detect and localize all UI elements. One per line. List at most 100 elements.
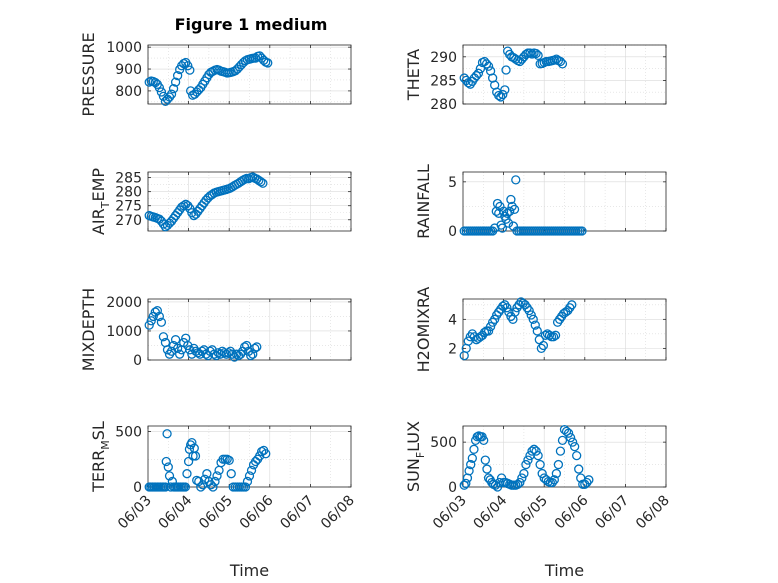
data-point: [563, 428, 574, 438]
data-point: [154, 82, 165, 93]
data-point: [549, 475, 559, 485]
data-point: [164, 471, 175, 481]
panel-sun-flux: 0 500 06/03 06/04 06/05 06/06 06/07 06/08 Time SU…: [404, 421, 673, 580]
data-point: [514, 300, 524, 310]
x-tick-label: 06/06: [237, 492, 277, 532]
data-point: [529, 444, 539, 454]
data-point: [565, 303, 575, 313]
data-point: [509, 204, 520, 215]
data-point: [506, 194, 516, 205]
data-point: [532, 326, 542, 336]
data-point: [158, 219, 169, 229]
y-axis-label: H2OMIXRA: [414, 287, 433, 373]
y-tick-label: 275: [115, 199, 142, 215]
data-point: [156, 87, 167, 97]
data-point: [490, 314, 500, 324]
data-point: [164, 92, 175, 102]
data-point: [252, 342, 262, 352]
data-point: [533, 50, 543, 61]
data-point: [164, 349, 175, 359]
data-point: [584, 475, 594, 485]
data-point: [187, 437, 197, 448]
data-point: [161, 456, 171, 467]
data-point: [487, 317, 498, 327]
y-tick-label: 4: [448, 312, 457, 328]
data-point: [258, 178, 268, 188]
data-point: [162, 345, 173, 355]
series-markers: [459, 175, 587, 236]
data-point: [501, 65, 511, 75]
data-point: [471, 71, 482, 81]
data-point: [209, 349, 219, 359]
y-tick-label: 800: [115, 84, 142, 100]
series-markers: [144, 172, 268, 232]
data-point: [185, 203, 195, 214]
data-point: [507, 201, 517, 212]
panel-theta: 280 285 290 THETA: [404, 44, 667, 113]
y-tick-label: 1000: [106, 40, 142, 56]
x-tick-label: 06/05: [511, 493, 551, 533]
data-point: [179, 201, 189, 211]
series-markers: [459, 424, 594, 492]
y-tick-label: 2: [448, 341, 457, 357]
data-point: [172, 343, 183, 354]
data-point: [519, 468, 529, 479]
data-point: [500, 300, 510, 310]
x-tick-label: 06/04: [471, 492, 511, 532]
data-point: [510, 307, 520, 317]
x-tick-label: 06/04: [156, 492, 196, 532]
y-tick-label: 1000: [106, 324, 142, 340]
data-point: [551, 468, 562, 479]
data-point: [502, 303, 512, 313]
data-point: [538, 340, 549, 351]
data-point: [172, 70, 183, 81]
series-markers: [459, 297, 577, 361]
data-point: [224, 455, 234, 466]
data-point: [212, 471, 222, 481]
series-markers: [144, 51, 273, 107]
data-point: [574, 464, 584, 474]
axes-box: [147, 44, 352, 105]
y-axis-label: SUNFLUX: [404, 421, 427, 492]
y-tick-label: 5: [448, 175, 457, 191]
data-point: [567, 437, 578, 447]
y-tick-label: 0: [448, 224, 457, 240]
y-tick-label: 2000: [106, 295, 142, 311]
data-point: [473, 68, 484, 78]
panel-terr-msl: 0 500 06/03 06/04 06/05 06/06 06/07 06/08 Time TE…: [89, 421, 358, 580]
data-point: [242, 476, 253, 487]
y-axis-label: TERRMSL: [89, 421, 112, 493]
data-point: [565, 433, 576, 443]
data-point: [196, 482, 206, 492]
data-point: [517, 473, 527, 483]
data-point: [544, 330, 555, 340]
y-tick-label: 285: [430, 73, 457, 89]
data-point: [553, 459, 564, 470]
data-point: [154, 311, 165, 322]
data-point: [261, 449, 271, 459]
y-axis-label: RAINFALL: [414, 164, 433, 239]
panel-h2o-mixra: 2 4 H2OMIXRA: [414, 287, 667, 373]
data-point: [531, 446, 541, 456]
data-point: [461, 478, 471, 489]
data-point: [469, 444, 479, 454]
data-point: [242, 340, 252, 351]
data-point: [479, 435, 489, 446]
axes-box: [462, 171, 667, 232]
y-tick-label: 290: [430, 50, 457, 66]
data-point: [485, 321, 496, 332]
data-point: [483, 61, 494, 71]
y-axis-label: THETA: [404, 49, 423, 101]
data-point: [479, 327, 490, 338]
data-point: [550, 330, 561, 340]
data-point: [158, 332, 169, 342]
data-point: [537, 468, 547, 479]
x-tick-label: 06/03: [430, 493, 470, 533]
data-point: [523, 455, 533, 465]
data-point: [185, 65, 195, 75]
data-point: [244, 471, 255, 481]
x-axis-label: Time: [544, 561, 584, 580]
y-tick-label: 500: [115, 425, 142, 441]
data-point: [555, 446, 566, 456]
panel-pressure: 800 900 1000 PRESSURE: [79, 32, 352, 117]
